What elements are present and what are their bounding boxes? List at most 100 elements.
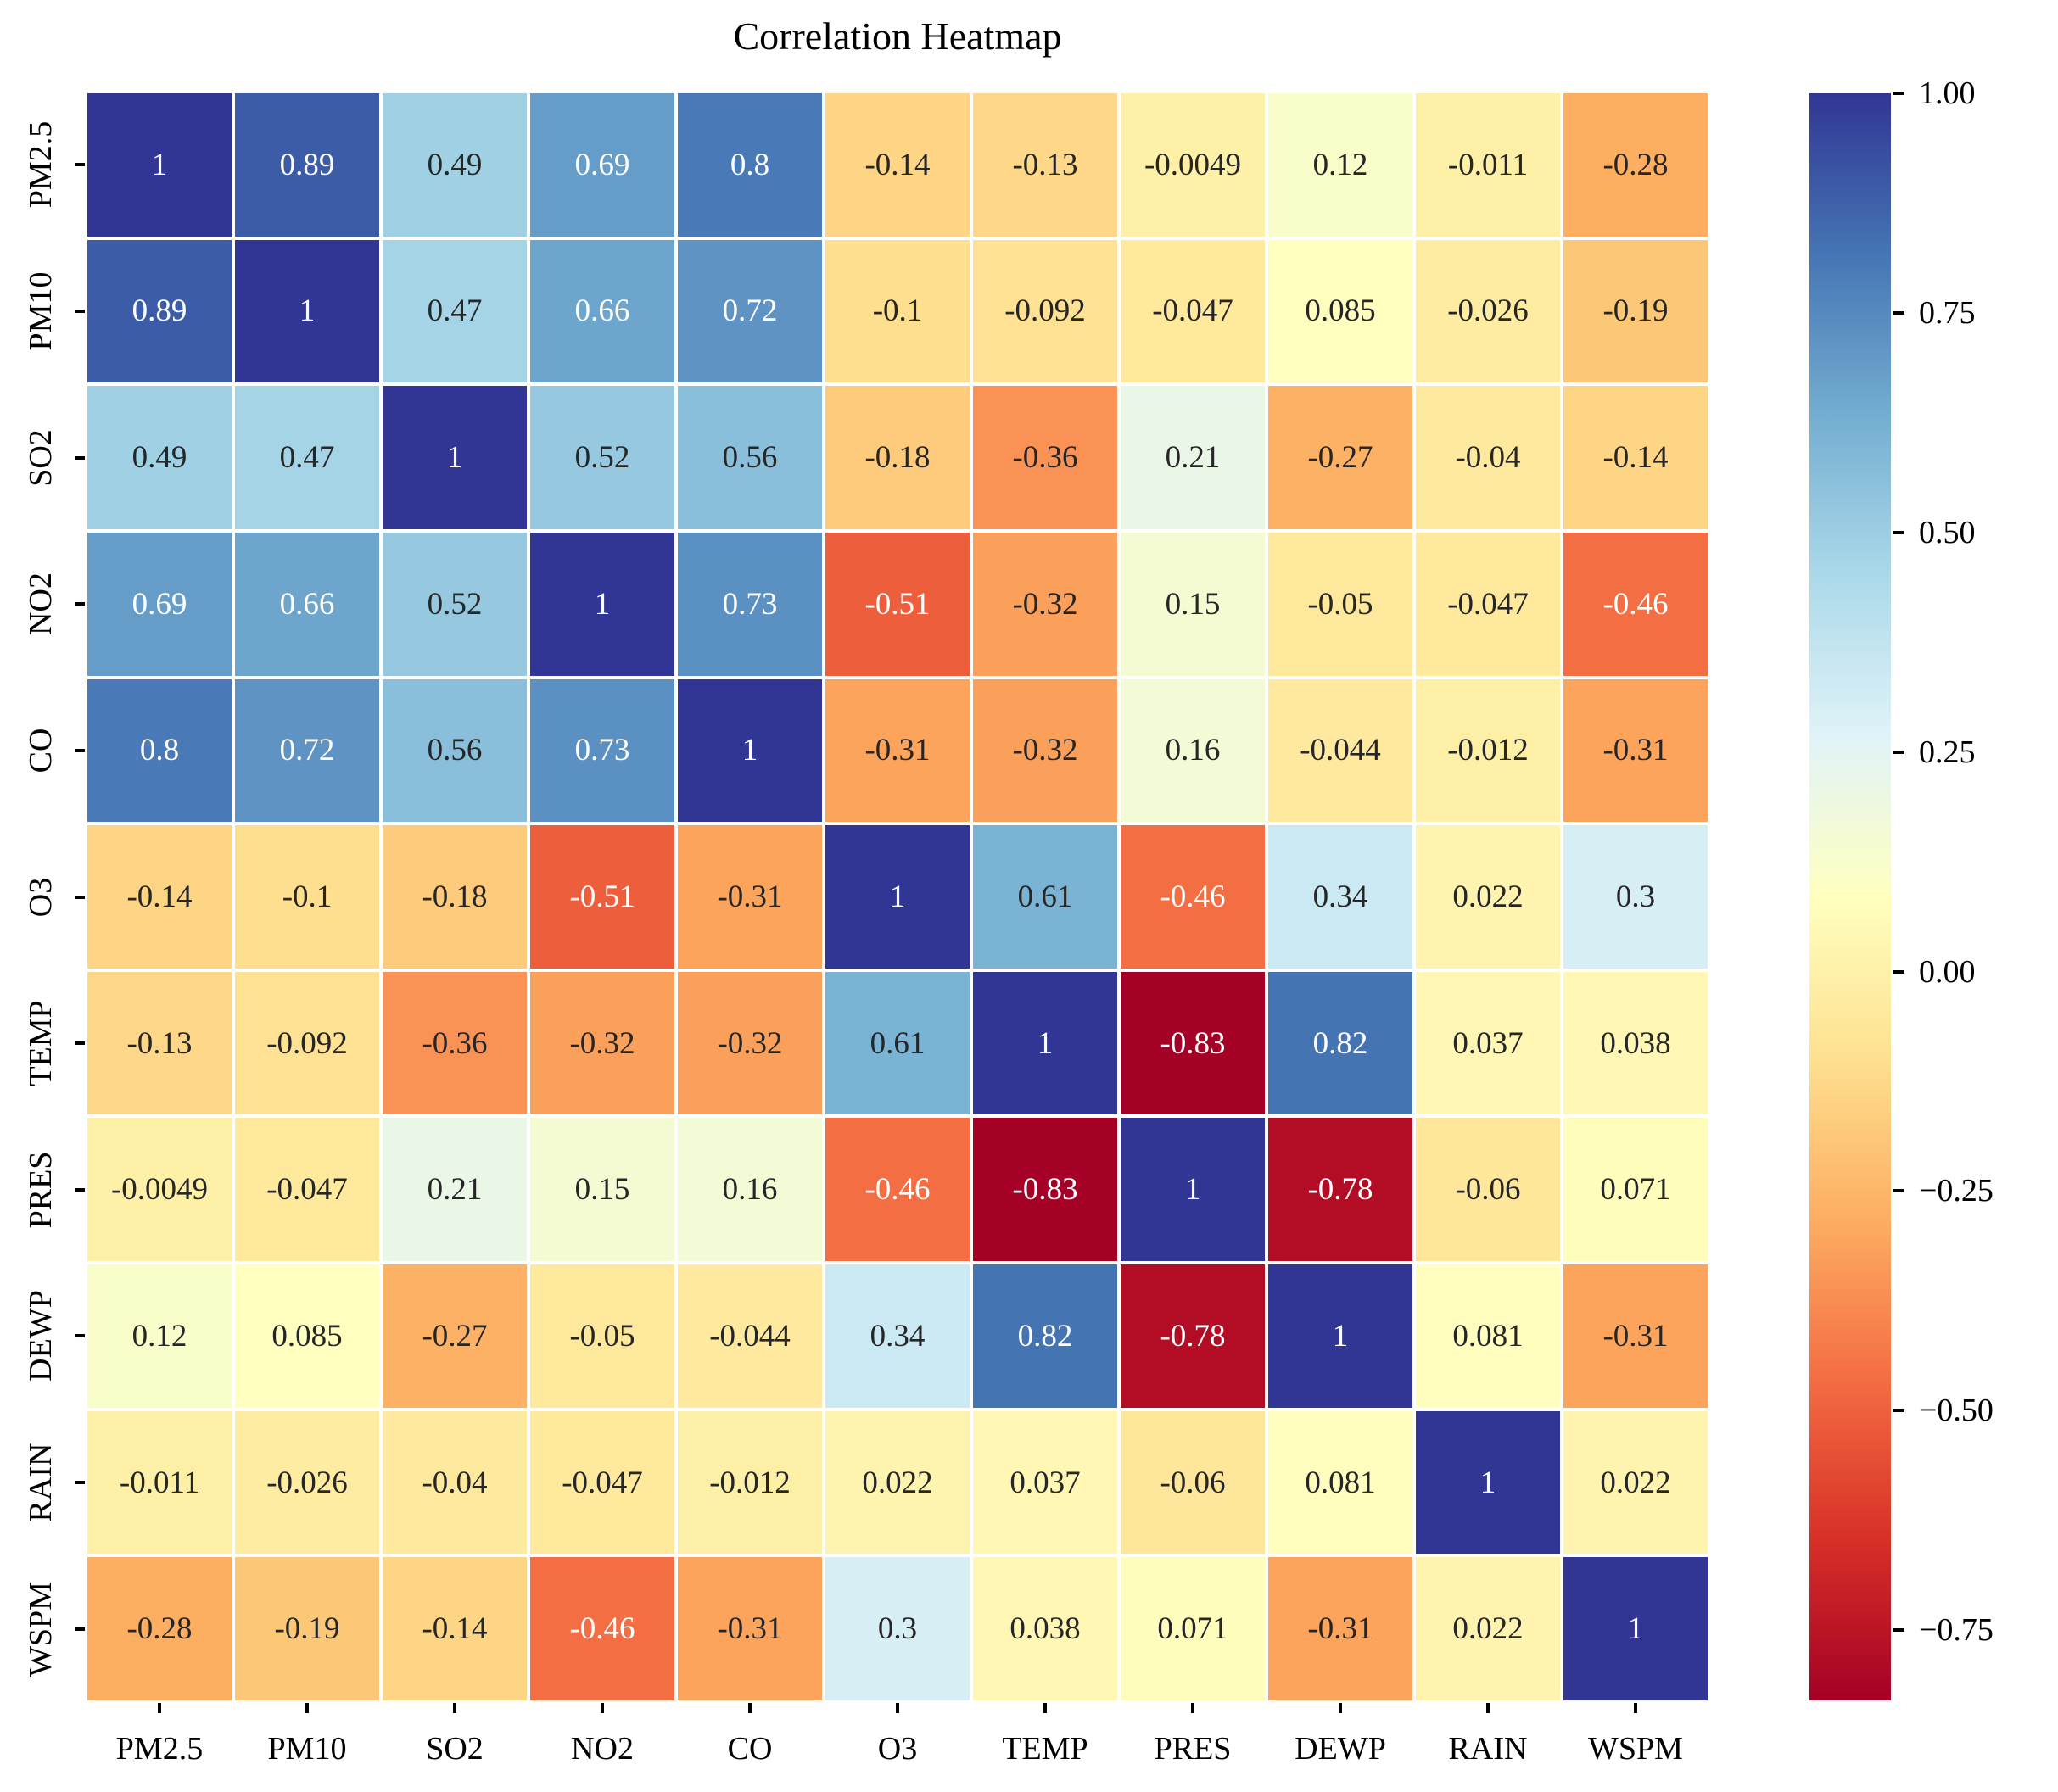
colorbar-tick-label-−0.50: −0.50: [1919, 1393, 1994, 1429]
heatmap-cell-PM2.5-PRES: -0.0049: [1121, 93, 1265, 237]
y-axis-label-PRES: PRES: [23, 1151, 59, 1229]
heatmap-cell-PM10-NO2: 0.66: [530, 239, 674, 383]
y-axis-label-DEWP: DEWP: [23, 1290, 59, 1382]
colorbar-tick-label-0.75: 0.75: [1919, 294, 1976, 331]
heatmap-cell-DEWP-PRES: -0.78: [1121, 1264, 1265, 1408]
heatmap-cell-TEMP-WSPM: 0.038: [1563, 971, 1708, 1115]
heatmap-cell-CO-WSPM: -0.31: [1563, 678, 1708, 823]
y-axis-label-TEMP: TEMP: [23, 1000, 59, 1086]
heatmap-cell-NO2-PRES: 0.15: [1121, 532, 1265, 676]
heatmap-cell-O3-WSPM: 0.3: [1563, 825, 1708, 969]
heatmap-cell-CO-RAIN: -0.012: [1416, 678, 1560, 823]
x-axis-tick-WSPM: [1634, 1703, 1637, 1713]
heatmap-cell-NO2-CO: 0.73: [678, 532, 822, 676]
heatmap-cell-DEWP-WSPM: -0.31: [1563, 1264, 1708, 1408]
heatmap-cell-DEWP-TEMP: 0.82: [973, 1264, 1117, 1408]
heatmap-cell-O3-PM10: -0.1: [235, 825, 379, 969]
heatmap-cell-O3-DEWP: 0.34: [1268, 825, 1412, 969]
x-axis-label-PM10: PM10: [267, 1731, 347, 1767]
heatmap-cell-NO2-PM10: 0.66: [235, 532, 379, 676]
y-axis-label-NO2: NO2: [23, 572, 59, 636]
colorbar-tick-0.00: [1893, 969, 1904, 974]
x-axis-label-DEWP: DEWP: [1295, 1731, 1386, 1767]
heatmap-cell-SO2-PM10: 0.47: [235, 386, 379, 529]
x-axis-tick-PRES: [1191, 1703, 1194, 1713]
heatmap-cell-PRES-CO: 0.16: [678, 1118, 822, 1262]
heatmap-cell-DEWP-RAIN: 0.081: [1416, 1264, 1560, 1408]
colorbar-tick-−0.25: [1893, 1189, 1904, 1193]
heatmap-cell-TEMP-NO2: -0.32: [530, 971, 674, 1115]
x-axis-label-O3: O3: [877, 1731, 918, 1767]
heatmap-cell-WSPM-WSPM: 1: [1563, 1557, 1708, 1700]
colorbar-tick-1.00: [1893, 92, 1904, 95]
heatmap-cell-WSPM-CO: -0.31: [678, 1557, 822, 1700]
heatmap-cell-O3-TEMP: 0.61: [973, 825, 1117, 969]
heatmap-cell-PM10-DEWP: 0.085: [1268, 239, 1412, 383]
colorbar-tick-−0.50: [1893, 1409, 1904, 1413]
x-axis-tick-NO2: [601, 1703, 604, 1713]
heatmap-cell-RAIN-SO2: -0.04: [383, 1410, 527, 1555]
heatmap-grid: 1 0.89 0.49 0.69 0.8 -0.14 -0.13 -0.0049 0.12 -0.…: [87, 93, 1708, 1700]
heatmap-cell-DEWP-SO2: -0.27: [383, 1264, 527, 1408]
heatmap-cell-DEWP-O3: 0.34: [825, 1264, 970, 1408]
heatmap-cell-PRES-RAIN: -0.06: [1416, 1118, 1560, 1262]
heatmap-cell-TEMP-PM2.5: -0.13: [87, 971, 232, 1115]
heatmap-cell-PM2.5-PM10: 0.89: [235, 93, 379, 237]
y-axis-label-O3: O3: [23, 877, 59, 917]
heatmap-cell-TEMP-PM10: -0.092: [235, 971, 379, 1115]
x-axis-label-PRES: PRES: [1154, 1731, 1232, 1767]
heatmap-cell-RAIN-O3: 0.022: [825, 1410, 970, 1555]
x-axis-label-WSPM: WSPM: [1588, 1731, 1683, 1767]
heatmap-cell-DEWP-PM2.5: 0.12: [87, 1264, 232, 1408]
heatmap-cell-PM2.5-CO: 0.8: [678, 93, 822, 237]
heatmap-cell-CO-DEWP: -0.044: [1268, 678, 1412, 823]
heatmap-cell-NO2-RAIN: -0.047: [1416, 532, 1560, 676]
y-axis-tick-NO2: [75, 602, 85, 606]
heatmap-cell-PRES-PM2.5: -0.0049: [87, 1118, 232, 1262]
x-axis-tick-PM10: [305, 1703, 309, 1713]
colorbar-tick-label-−0.75: −0.75: [1919, 1612, 1994, 1649]
heatmap-cell-PM2.5-RAIN: -0.011: [1416, 93, 1560, 237]
y-axis-label-WSPM: WSPM: [23, 1581, 59, 1677]
heatmap-cell-WSPM-PRES: 0.071: [1121, 1557, 1265, 1700]
y-axis-tick-PRES: [75, 1187, 85, 1192]
heatmap-cell-DEWP-DEWP: 1: [1268, 1264, 1412, 1408]
y-axis-tick-RAIN: [75, 1481, 85, 1485]
heatmap-cell-SO2-RAIN: -0.04: [1416, 386, 1560, 529]
heatmap-cell-WSPM-DEWP: -0.31: [1268, 1557, 1412, 1700]
x-axis-label-NO2: NO2: [571, 1731, 634, 1767]
heatmap-cell-TEMP-O3: 0.61: [825, 971, 970, 1115]
y-axis-tick-SO2: [75, 455, 85, 460]
y-axis-tick-PM2.5: [75, 163, 85, 167]
heatmap-cell-PRES-SO2: 0.21: [383, 1118, 527, 1262]
heatmap-cell-CO-TEMP: -0.32: [973, 678, 1117, 823]
heatmap-cell-PRES-WSPM: 0.071: [1563, 1118, 1708, 1262]
heatmap-cell-O3-O3: 1: [825, 825, 970, 969]
heatmap-cell-NO2-WSPM: -0.46: [1563, 532, 1708, 676]
colorbar-tick-0.75: [1893, 310, 1904, 315]
y-axis-label-PM10: PM10: [23, 271, 59, 351]
heatmap-cell-CO-CO: 1: [678, 678, 822, 823]
heatmap-cell-RAIN-PM2.5: -0.011: [87, 1410, 232, 1555]
y-axis-label-PM2.5: PM2.5: [23, 121, 59, 209]
heatmap-cell-PM10-PM10: 1: [235, 239, 379, 383]
heatmap-cell-O3-PM2.5: -0.14: [87, 825, 232, 969]
x-axis-tick-O3: [896, 1703, 899, 1713]
x-axis-tick-SO2: [453, 1703, 456, 1713]
heatmap-cell-CO-PM2.5: 0.8: [87, 678, 232, 823]
heatmap-cell-CO-SO2: 0.56: [383, 678, 527, 823]
heatmap-cell-PM10-CO: 0.72: [678, 239, 822, 383]
heatmap-cell-WSPM-RAIN: 0.022: [1416, 1557, 1560, 1700]
heatmap-cell-NO2-SO2: 0.52: [383, 532, 527, 676]
y-axis-tick-CO: [75, 748, 85, 752]
colorbar: [1809, 93, 1891, 1700]
heatmap-cell-PRES-NO2: 0.15: [530, 1118, 674, 1262]
x-axis-label-RAIN: RAIN: [1448, 1731, 1528, 1767]
heatmap-cell-RAIN-PRES: -0.06: [1121, 1410, 1265, 1555]
heatmap-cell-PM10-WSPM: -0.19: [1563, 239, 1708, 383]
heatmap-cell-NO2-PM2.5: 0.69: [87, 532, 232, 676]
heatmap-cell-O3-CO: -0.31: [678, 825, 822, 969]
heatmap-cell-PM2.5-PM2.5: 1: [87, 93, 232, 237]
heatmap-cell-CO-PM10: 0.72: [235, 678, 379, 823]
